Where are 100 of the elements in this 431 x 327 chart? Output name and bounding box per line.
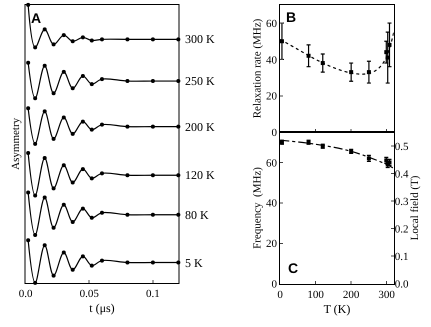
point — [90, 128, 94, 132]
point — [100, 171, 104, 176]
point — [33, 45, 38, 50]
y-tick-label: 20 — [266, 90, 278, 103]
y-tick-label: 40 — [266, 54, 278, 66]
point — [80, 167, 85, 172]
point — [62, 33, 66, 38]
y-tick-label: 60 — [266, 18, 278, 30]
point — [100, 77, 104, 82]
x-tick-label: 0.0 — [18, 288, 33, 300]
point — [42, 64, 47, 68]
point — [52, 226, 56, 230]
point — [70, 268, 75, 272]
y2-tick-label: 0.2 — [394, 223, 408, 236]
point — [90, 216, 94, 220]
point — [90, 264, 94, 268]
x-tick-label: 0.1 — [146, 288, 160, 300]
y-axis-title: Frequency (MHz) — [252, 166, 264, 249]
series-label: 300 K — [185, 32, 215, 46]
x-tick-label: 300 — [378, 288, 396, 301]
y2-tick-label: 0.1 — [394, 251, 408, 264]
point — [33, 96, 38, 100]
point — [80, 35, 85, 40]
point — [150, 124, 155, 129]
point — [52, 274, 56, 278]
annotation: C — [288, 260, 298, 276]
point — [52, 42, 56, 46]
x-axis-title: T (K) — [324, 302, 350, 316]
y-tick-label: 40 — [266, 198, 278, 210]
point — [150, 37, 155, 42]
series-label: 80 K — [185, 208, 209, 222]
point — [42, 109, 47, 114]
y-axis-title: Asymmetry — [10, 117, 22, 170]
annotation: A — [31, 10, 42, 26]
x-tick-label: 100 — [307, 288, 324, 301]
point — [150, 173, 155, 178]
point — [70, 39, 75, 44]
point — [80, 206, 85, 211]
point — [62, 115, 66, 120]
point — [100, 122, 104, 127]
point — [33, 194, 38, 198]
y-tick-label: 0 — [271, 278, 278, 291]
point — [90, 38, 94, 42]
point — [90, 176, 94, 180]
point — [26, 151, 30, 156]
point — [62, 250, 66, 255]
y-axis-title: Relaxation rate (MHz) — [252, 18, 264, 118]
annotation: B — [286, 9, 296, 25]
point — [42, 195, 47, 200]
point — [150, 212, 155, 217]
y2-tick-label: 0.0 — [394, 278, 409, 291]
point — [26, 60, 30, 65]
y2-tick-label: 0.4 — [394, 168, 409, 180]
point — [62, 70, 66, 74]
point — [125, 37, 130, 42]
point — [80, 254, 85, 258]
point — [70, 180, 75, 184]
point — [52, 91, 56, 96]
point — [100, 258, 104, 263]
point — [150, 79, 155, 84]
point — [42, 27, 47, 32]
series-label: 200 K — [185, 120, 215, 134]
point — [90, 82, 94, 86]
point — [150, 260, 155, 265]
point — [70, 220, 75, 224]
point — [42, 243, 47, 248]
point — [52, 136, 56, 141]
point — [33, 142, 38, 146]
y2-tick-label: 0.5 — [394, 140, 409, 153]
point — [33, 233, 38, 238]
point — [100, 37, 104, 42]
point — [26, 106, 30, 110]
point — [100, 210, 104, 215]
x-tick-label: 0.05 — [80, 288, 100, 300]
series-label: 250 K — [185, 74, 215, 88]
point — [384, 50, 388, 54]
x-axis-title: t (μs) — [89, 300, 115, 315]
series-label: 120 K — [185, 168, 215, 182]
point — [125, 124, 130, 129]
point — [62, 163, 66, 168]
y2-axis-title: Local field (T) — [409, 175, 422, 240]
point — [26, 190, 30, 194]
point — [62, 202, 66, 207]
point — [42, 156, 47, 160]
point — [52, 186, 56, 190]
x-tick-label: 200 — [342, 288, 360, 301]
point — [125, 79, 130, 84]
point — [26, 238, 30, 242]
y-tick-label: 60 — [266, 157, 278, 170]
y-tick-label: 20 — [266, 238, 278, 250]
y-tick-label: 0 — [271, 126, 278, 139]
point — [70, 132, 75, 136]
point — [125, 173, 130, 178]
point — [125, 212, 130, 217]
y2-tick-label: 0.3 — [394, 196, 409, 208]
series-label: 5 K — [185, 256, 203, 270]
point — [80, 120, 85, 124]
point — [70, 86, 75, 90]
point — [80, 74, 85, 78]
point — [125, 260, 130, 265]
